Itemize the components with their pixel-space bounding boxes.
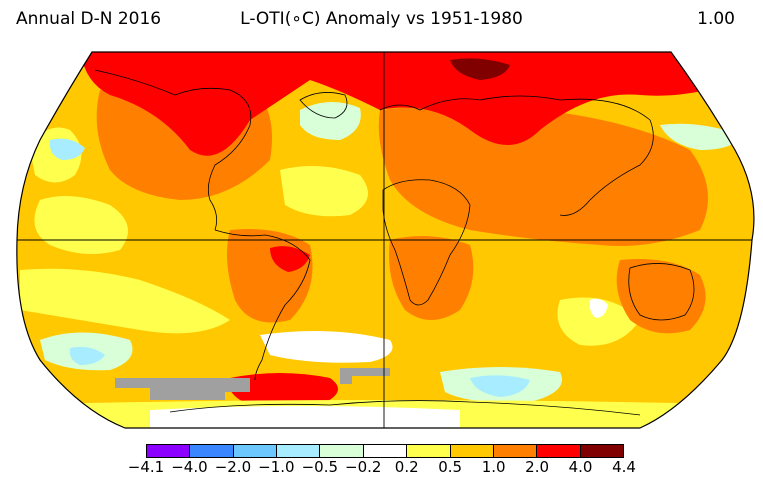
coastline-south-america: [214, 229, 311, 381]
colorbar-ticks: −4.1 −4.0 −2.0 −1.0 −0.5 −0.2 0.2 0.5 1.0 2.0 4.0 4…: [0, 458, 763, 482]
coastline-eurasia: [379, 95, 654, 216]
colorbar-segment: [407, 445, 451, 457]
colorbar-tick-label: −0.2: [345, 458, 382, 476]
colorbar-tick-label: 2.0: [525, 458, 550, 476]
colorbar-tick-label: −4.1: [127, 458, 165, 476]
coastlines: [94, 69, 695, 416]
anomaly-australia: [616, 259, 706, 334]
anomaly-pacific-central: [34, 196, 128, 254]
colorbar-tick-label: 0.2: [394, 458, 419, 476]
anomaly-arctic: [80, 52, 754, 156]
anomaly-antarctica-neutral: [150, 406, 460, 428]
anomaly-indian-neutral: [589, 298, 608, 318]
anomaly-amazon: [270, 246, 310, 272]
colorbar-segment: [450, 445, 494, 457]
anomaly-south-atlantic-neutral: [260, 331, 393, 363]
map-period-label: Annual D-N 2016: [16, 9, 162, 29]
colorbar-tick-label: −0.5: [301, 458, 339, 476]
colorbar-segment: [277, 445, 321, 457]
colorbar-segment: [580, 445, 623, 457]
colorbar-tick-label: −1.0: [258, 458, 295, 476]
colorbar-tick-label: 0.5: [438, 458, 463, 476]
colorbar-tick-label: −4.0: [171, 458, 208, 476]
no-data-patch-west: [115, 378, 250, 400]
anomaly-indian-ocean: [557, 297, 640, 346]
anomaly-eurasia: [378, 105, 708, 246]
colorbar-tick-label: 4.4: [612, 458, 636, 476]
colorbar-tick-label: 1.0: [481, 458, 506, 476]
anomaly-antarctic-cool-core: [470, 375, 530, 397]
anomaly-siberia-max: [450, 58, 510, 80]
global-mean-value: 1.00: [697, 9, 735, 29]
colorbar-tick-label: −2.0: [214, 458, 252, 476]
colorbar-tick-label: 4.0: [568, 458, 593, 476]
anomaly-north-atlantic-cool: [300, 101, 361, 140]
anomaly-north-atlantic: [280, 166, 368, 217]
anomaly-bering-cool: [660, 123, 740, 150]
colorbar-segment: [190, 445, 234, 457]
colorbar-segment: [147, 445, 191, 457]
anomaly-southern-pacific-cool-core: [69, 346, 105, 365]
no-data-patch-east: [340, 368, 390, 384]
colorbar: [146, 444, 624, 458]
coastline-greenland: [299, 92, 348, 119]
colorbar-segment: [320, 445, 364, 457]
coastline-australia: [628, 263, 695, 321]
colorbar-segment: [233, 445, 278, 457]
globe-outline: [16, 51, 755, 429]
colorbar-segment: [537, 445, 581, 457]
anomaly-pacific-cool: [49, 138, 85, 160]
map-title: L-OTI(∘C) Anomaly vs 1951-1980: [240, 9, 523, 29]
colorbar-segment: [363, 445, 408, 457]
anomaly-south-pacific: [20, 268, 230, 334]
anomaly-weddell: [228, 373, 338, 408]
colorbar-segment: [493, 445, 538, 457]
coastline-antarctica: [169, 400, 641, 416]
coastline-africa: [382, 179, 471, 306]
coastline-north-america: [94, 69, 252, 231]
